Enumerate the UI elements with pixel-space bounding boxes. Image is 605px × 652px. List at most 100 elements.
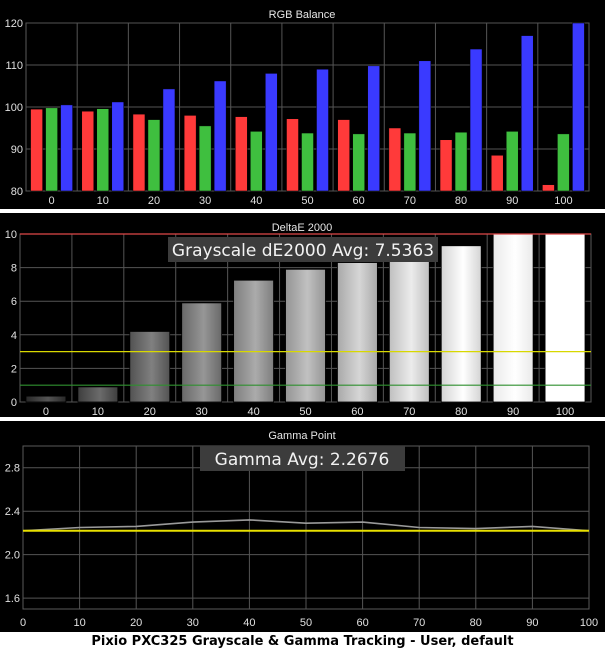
bar: [454, 131, 468, 192]
bar: [403, 132, 417, 192]
figure-caption: Pixio PXC325 Grayscale & Gamma Tracking …: [91, 634, 514, 649]
y-tick-label: 90: [11, 144, 23, 156]
bar: [250, 131, 263, 192]
y-tick-label: 2: [11, 363, 17, 375]
x-tick-label: 100: [580, 617, 598, 629]
bar: [111, 101, 125, 192]
bar: [418, 60, 432, 192]
chart-title: RGB Balance: [269, 9, 336, 21]
bar: [337, 119, 350, 192]
bar: [213, 80, 227, 192]
x-tick-label: 30: [187, 617, 199, 629]
bar: [440, 245, 482, 403]
bar: [337, 262, 378, 403]
bar: [388, 257, 430, 403]
annotation-box: [200, 446, 405, 471]
bar: [30, 108, 43, 192]
x-tick-label: 70: [413, 617, 425, 629]
bar: [557, 133, 570, 192]
bar: [233, 279, 274, 403]
bar: [439, 139, 453, 192]
x-tick-label: 100: [556, 406, 574, 418]
x-tick-label: 10: [92, 406, 104, 418]
x-tick-label: 30: [199, 195, 211, 207]
x-tick-label: 40: [250, 195, 262, 207]
bar: [60, 104, 73, 192]
y-tick-label: 2.4: [5, 506, 20, 518]
y-tick-label: 4: [11, 330, 17, 342]
x-tick-label: 80: [455, 195, 467, 207]
x-tick-label: 80: [455, 406, 467, 418]
bar: [129, 331, 171, 403]
bar: [285, 268, 326, 403]
x-tick-label: 70: [403, 406, 415, 418]
bar: [25, 395, 67, 403]
bar: [492, 233, 534, 403]
bar: [132, 113, 146, 192]
y-tick-label: 1.6: [5, 593, 20, 605]
x-tick-label: 20: [130, 617, 142, 629]
x-tick-label: 40: [247, 406, 259, 418]
bar: [147, 119, 161, 192]
bar: [352, 133, 365, 192]
bar: [183, 115, 197, 192]
panel-separator: [0, 209, 605, 213]
y-tick-label: 110: [5, 60, 23, 72]
bar: [286, 118, 299, 192]
bar: [542, 184, 555, 192]
x-tick-label: 30: [196, 406, 208, 418]
bar: [367, 65, 380, 192]
x-tick-label: 0: [43, 406, 49, 418]
y-tick-label: 10: [5, 229, 17, 241]
x-tick-label: 70: [404, 195, 416, 207]
x-tick-label: 60: [351, 406, 363, 418]
bar: [265, 73, 278, 192]
x-tick-label: 40: [243, 617, 255, 629]
x-tick-label: 20: [148, 195, 160, 207]
bar: [45, 107, 58, 192]
y-tick-label: 0: [11, 397, 17, 409]
bar: [81, 110, 95, 192]
bar: [572, 22, 585, 192]
bar: [235, 116, 248, 192]
y-tick-label: 80: [11, 186, 23, 198]
y-tick-label: 6: [11, 296, 17, 308]
x-tick-label: 50: [300, 617, 312, 629]
bar: [181, 302, 223, 403]
bar: [301, 132, 314, 192]
y-tick-label: 2.8: [5, 463, 20, 475]
bar: [77, 386, 119, 403]
measured-gamma-line: [22, 519, 590, 532]
x-tick-label: 60: [353, 195, 365, 207]
x-tick-label: 90: [526, 617, 538, 629]
x-tick-label: 100: [554, 195, 572, 207]
annotation-text: Gamma Avg: 2.2676: [215, 450, 390, 470]
bar: [162, 88, 176, 192]
bar: [520, 35, 534, 192]
bar: [316, 68, 329, 192]
annotation-text: Grayscale dE2000 Avg: 7.5363: [172, 241, 434, 261]
bar: [490, 155, 504, 192]
annotation-box: [168, 237, 438, 262]
bar: [388, 127, 402, 192]
y-tick-label: 100: [5, 102, 23, 114]
bar: [96, 108, 110, 192]
y-tick-label: 2.0: [5, 550, 20, 562]
bar: [544, 233, 586, 403]
x-tick-label: 0: [20, 617, 26, 629]
bar: [505, 131, 519, 192]
x-tick-label: 0: [49, 195, 55, 207]
x-tick-label: 10: [97, 195, 109, 207]
bar: [469, 48, 483, 192]
x-tick-label: 60: [356, 617, 368, 629]
x-tick-label: 90: [507, 406, 519, 418]
x-tick-label: 10: [73, 617, 85, 629]
panel-separator: [0, 417, 605, 421]
x-tick-label: 20: [144, 406, 156, 418]
x-tick-label: 50: [299, 406, 311, 418]
y-tick-label: 8: [11, 263, 17, 275]
x-tick-label: 80: [470, 617, 482, 629]
chart-title: Gamma Point: [268, 430, 335, 442]
